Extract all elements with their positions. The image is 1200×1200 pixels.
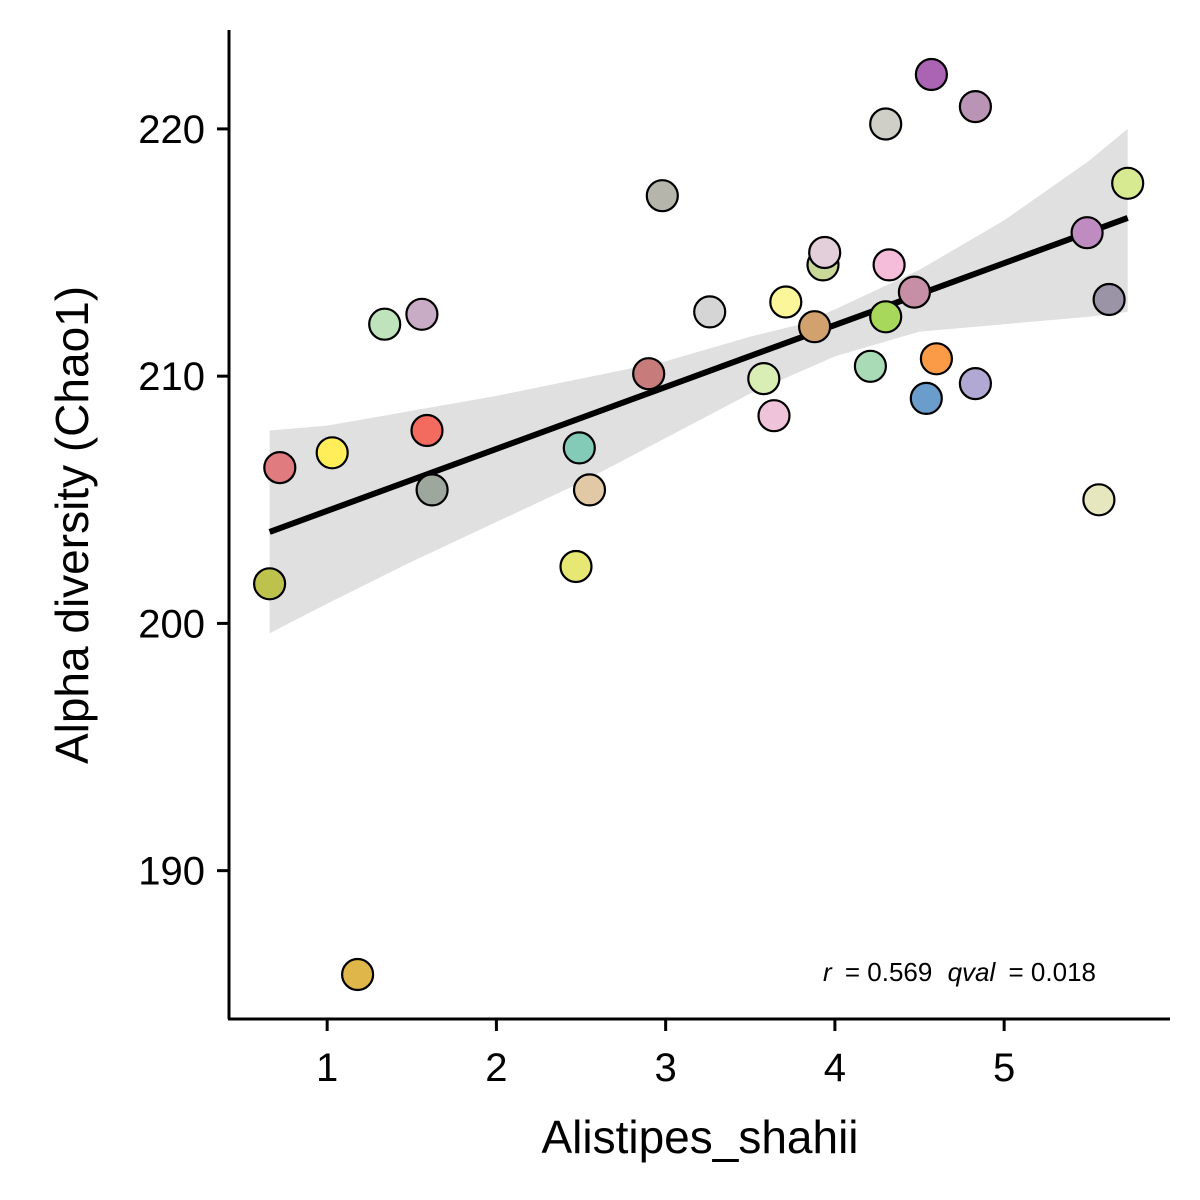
data-point — [410, 413, 444, 448]
data-point — [572, 473, 607, 507]
fit-line-layer — [268, 215, 1129, 535]
data-point — [693, 295, 727, 329]
data-point — [958, 89, 993, 124]
data-point — [853, 349, 888, 383]
x-tick-label: 1 — [316, 1046, 338, 1090]
data-point — [897, 275, 932, 309]
q-value: = 0.018 — [1009, 957, 1096, 987]
data-points-layer — [253, 57, 1145, 992]
data-point — [909, 381, 943, 415]
y-tick-label: 190 — [138, 850, 205, 894]
data-point — [872, 248, 906, 282]
data-point — [562, 431, 596, 465]
data-point — [645, 179, 679, 213]
data-point — [1082, 483, 1116, 517]
data-point — [368, 307, 402, 341]
regression-line — [268, 215, 1129, 535]
axes-layer — [227, 30, 1170, 1021]
data-point — [797, 310, 832, 344]
data-point — [253, 567, 287, 601]
data-point — [757, 399, 791, 433]
y-tick-label: 220 — [138, 108, 205, 152]
data-point — [769, 285, 803, 319]
x-tick-label: 3 — [655, 1046, 677, 1090]
r-label: r — [823, 957, 833, 987]
data-point — [808, 235, 842, 270]
data-point — [914, 57, 949, 92]
y-tick-label: 200 — [138, 602, 205, 646]
x-tick-label: 2 — [485, 1046, 507, 1090]
confidence-band — [269, 128, 1128, 634]
data-point — [632, 357, 666, 391]
data-point — [869, 300, 903, 334]
y-tick-label: 210 — [138, 355, 205, 399]
x-axis-title: Alistipes_shahii — [541, 1111, 858, 1163]
data-point — [405, 297, 439, 331]
confidence-band-layer — [269, 128, 1128, 634]
y-axis-title: Alpha diversity (Chao1) — [46, 286, 98, 764]
data-point — [869, 107, 903, 141]
x-tick-label: 4 — [824, 1046, 846, 1090]
data-point — [958, 367, 993, 401]
tick-layer: 1 2 3 4 5 190 200 210 220 — [138, 108, 1015, 1090]
data-point — [341, 957, 375, 992]
data-point — [919, 342, 954, 376]
data-point — [747, 362, 781, 396]
x-tick-label: 5 — [993, 1046, 1015, 1090]
data-point — [415, 473, 449, 507]
r-value: = 0.569 — [845, 957, 932, 987]
data-point — [263, 451, 297, 485]
data-point — [315, 436, 349, 470]
correlation-annotation: r = 0.569 qval = 0.018 — [823, 957, 1096, 987]
q-label: qval — [948, 957, 997, 987]
data-point — [1070, 216, 1104, 250]
data-point — [1111, 166, 1145, 200]
data-point — [559, 549, 593, 584]
data-point — [1092, 282, 1126, 317]
